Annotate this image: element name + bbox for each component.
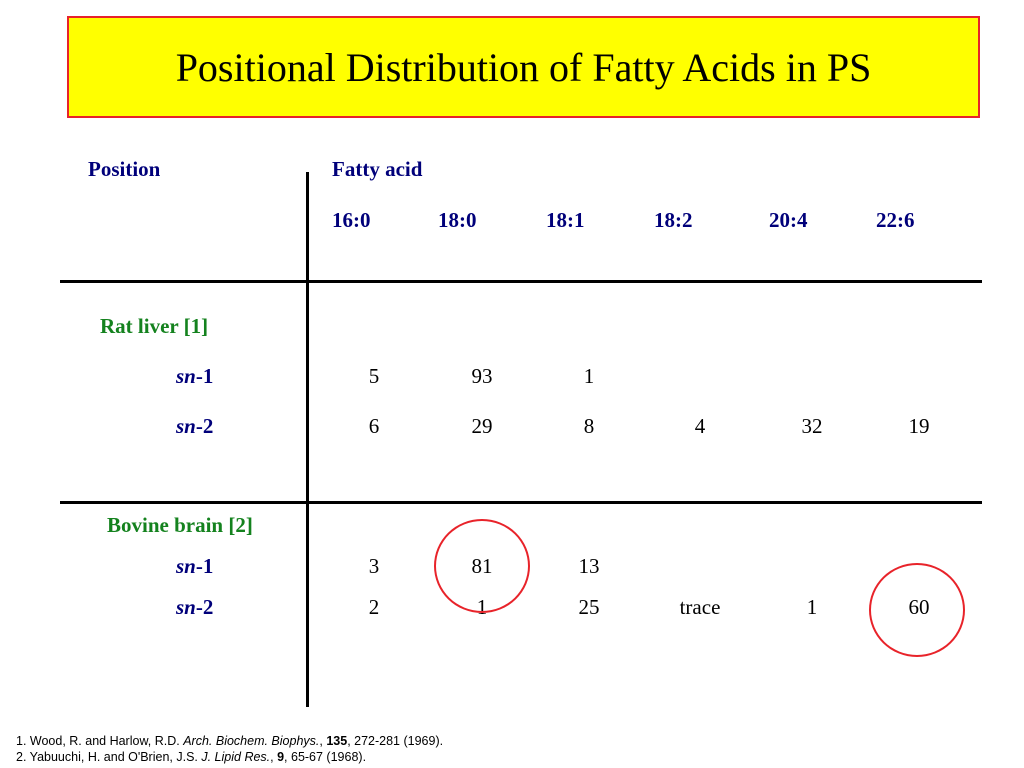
col-header-18-1: 18:1: [546, 208, 585, 232]
cell-value: 32: [801, 414, 823, 438]
highlight-circle-60: [869, 563, 965, 657]
position-header: Position: [88, 157, 161, 181]
cell-value: 3: [368, 554, 380, 578]
highlight-circle-81: [434, 519, 530, 613]
cell-value: 93: [471, 364, 493, 388]
title-box: Positional Distribution of Fatty Acids i…: [67, 16, 980, 118]
cell-value: 1: [583, 364, 595, 388]
col-header-18-2: 18:2: [654, 208, 693, 232]
group-label-bovine-brain: Bovine brain [2]: [107, 513, 253, 537]
reference-2: 2. Yabuuchi, H. and O'Brien, J.S. J. Lip…: [16, 750, 367, 764]
col-header-18-0: 18:0: [438, 208, 477, 232]
cell-value: trace: [679, 595, 721, 619]
cell-value: 6: [368, 414, 380, 438]
cell-value: 13: [578, 554, 600, 578]
cell-value: 4: [694, 414, 706, 438]
header-divider: [60, 280, 982, 283]
group-label-rat-liver: Rat liver [1]: [100, 314, 209, 338]
row-label: sn-2: [176, 595, 214, 619]
fatty-acid-header: Fatty acid: [332, 157, 423, 181]
row-label: sn-2: [176, 414, 214, 438]
cell-value: 2: [368, 595, 380, 619]
cell-value: 25: [578, 595, 600, 619]
col-header-22-6: 22:6: [876, 208, 915, 232]
cell-value: 19: [908, 414, 930, 438]
cell-value: 8: [583, 414, 595, 438]
col-header-20-4: 20:4: [769, 208, 808, 232]
column-divider: [306, 172, 309, 707]
row-label: sn-1: [176, 364, 214, 388]
group-divider: [60, 501, 982, 504]
slide-title: Positional Distribution of Fatty Acids i…: [175, 44, 872, 90]
cell-value: 29: [471, 414, 493, 438]
cell-value: 5: [368, 364, 380, 388]
row-label: sn-1: [176, 554, 214, 578]
cell-value: 1: [806, 595, 818, 619]
col-header-16-0: 16:0: [332, 208, 371, 232]
reference-1: 1. Wood, R. and Harlow, R.D. Arch. Bioch…: [16, 734, 444, 748]
